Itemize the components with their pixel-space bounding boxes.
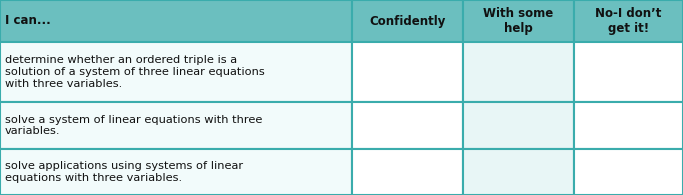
Text: solve a system of linear equations with three
variables.: solve a system of linear equations with …: [5, 115, 262, 136]
Text: I can...: I can...: [5, 14, 51, 27]
Bar: [463, 149, 574, 195]
Bar: [0, 42, 352, 102]
Text: solve applications using systems of linear
equations with three variables.: solve applications using systems of line…: [5, 161, 243, 183]
Bar: [574, 42, 683, 102]
Text: No-I don’t
get it!: No-I don’t get it!: [596, 7, 662, 35]
Text: Confidently: Confidently: [370, 14, 446, 27]
Bar: [0, 0, 352, 42]
Bar: [463, 0, 574, 42]
Bar: [463, 42, 574, 102]
Bar: [0, 102, 352, 149]
Bar: [574, 149, 683, 195]
Bar: [352, 42, 463, 102]
Bar: [574, 0, 683, 42]
Bar: [574, 102, 683, 149]
Bar: [352, 149, 463, 195]
Bar: [0, 149, 352, 195]
Text: With some
help: With some help: [484, 7, 554, 35]
Bar: [352, 102, 463, 149]
Bar: [463, 102, 574, 149]
Bar: [352, 0, 463, 42]
Text: determine whether an ordered triple is a
solution of a system of three linear eq: determine whether an ordered triple is a…: [5, 55, 265, 89]
